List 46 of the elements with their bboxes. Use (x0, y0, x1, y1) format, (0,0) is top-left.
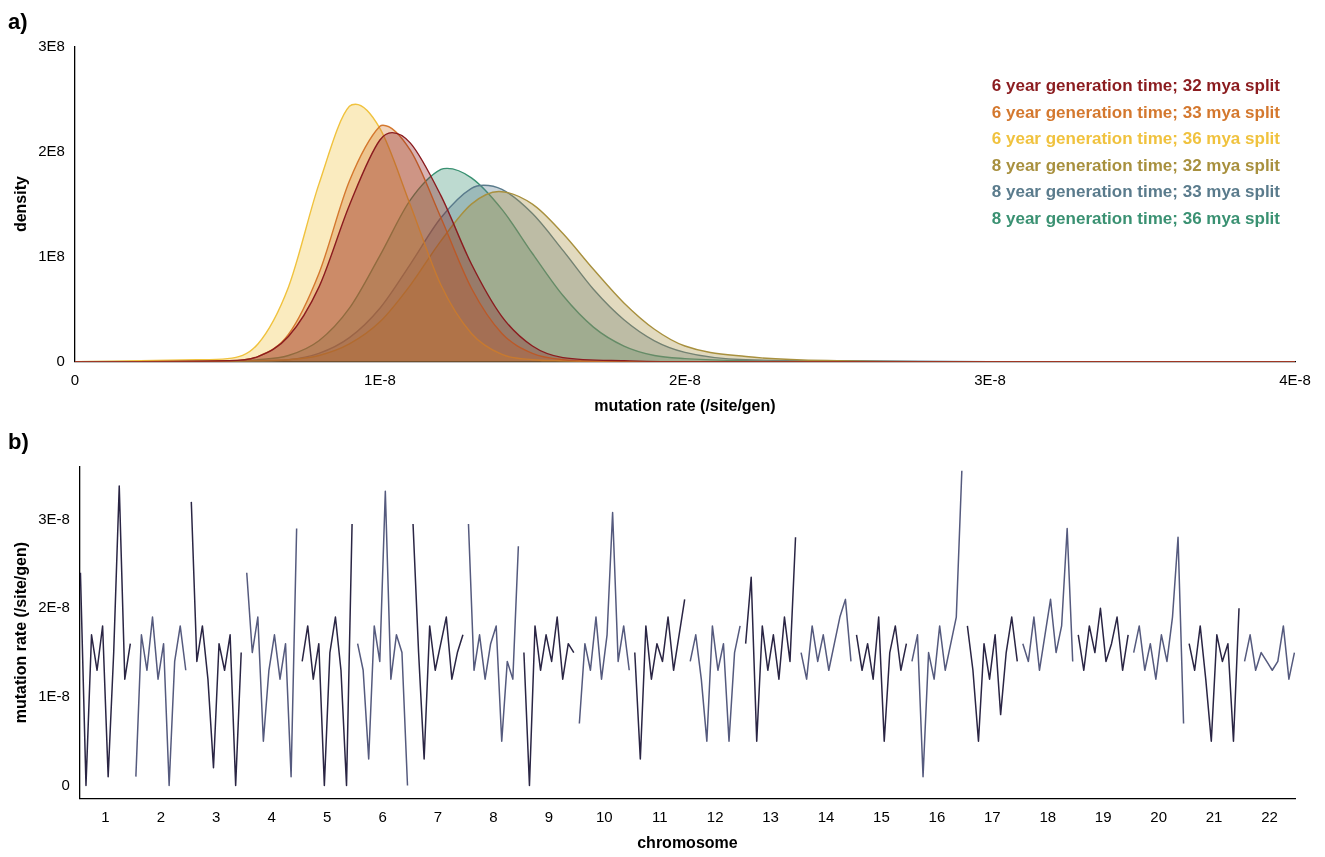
text: 6 year generation time; 36 mya split (991, 129, 1281, 149)
text: 8 year generation time; 33 mya split (991, 182, 1281, 202)
x-tick-label: 9 (544, 807, 554, 825)
x-tick-label: 1E-8 (364, 370, 396, 388)
y-tick-label: 1E-8 (38, 687, 70, 704)
y-tick-label: 2E-8 (38, 598, 70, 616)
x-tick-label: 1 (101, 807, 110, 825)
y-tick-label: 1E8 (38, 246, 65, 264)
chart-title: b) (8, 429, 29, 455)
x-tick-label: 4E-8 (1279, 370, 1311, 388)
x-tick-label: 6 (378, 807, 387, 825)
y-tick-label: 2E8 (38, 141, 65, 159)
x-tick-label: 14 (817, 807, 835, 825)
text: 8 year generation time; 36 mya split (991, 208, 1281, 228)
text: 6 year generation time; 33 mya split (991, 102, 1281, 122)
x-tick-label: 11 (651, 807, 668, 825)
x-tick-label: 3E-8 (974, 370, 1006, 388)
text: 6 year generation time; 32 mya split (991, 76, 1281, 96)
x-tick-label: 3 (212, 807, 221, 825)
y-tick-label: 3E8 (38, 36, 65, 54)
x-axis-title: mutation rate (/site/gen) (594, 396, 776, 414)
x-tick-label: 10 (595, 807, 613, 825)
chart-title: a) (8, 9, 28, 35)
x-tick-label: 7 (433, 807, 443, 825)
x-tick-label: 22 (1261, 807, 1278, 825)
x-tick-label: 12 (706, 807, 724, 825)
y-tick-label: 0 (61, 775, 70, 793)
x-tick-label: 4 (267, 807, 276, 825)
y-axis-title: density (12, 175, 30, 233)
x-tick-label: 15 (873, 807, 890, 825)
x-tick-label: 18 (1039, 807, 1057, 825)
x-tick-label: 19 (1094, 807, 1112, 825)
x-axis-title: chromosome (637, 833, 738, 851)
y-tick-label: 3E-8 (38, 509, 70, 527)
text: 8 year generation time; 32 mya split (991, 155, 1281, 175)
x-tick-label: 8 (489, 807, 498, 825)
y-axis-title: mutation rate (/site/gen) (12, 541, 30, 724)
x-tick-label: 21 (1205, 807, 1223, 825)
x-tick-label: 16 (928, 807, 946, 825)
x-tick-label: 17 (983, 807, 1001, 825)
x-tick-label: 5 (322, 807, 332, 825)
x-tick-label: 2 (156, 807, 165, 825)
x-tick-label: 13 (762, 807, 779, 825)
y-tick-label: 0 (56, 351, 65, 369)
x-tick-label: 20 (1150, 807, 1167, 825)
x-tick-label: 2E-8 (669, 370, 701, 388)
